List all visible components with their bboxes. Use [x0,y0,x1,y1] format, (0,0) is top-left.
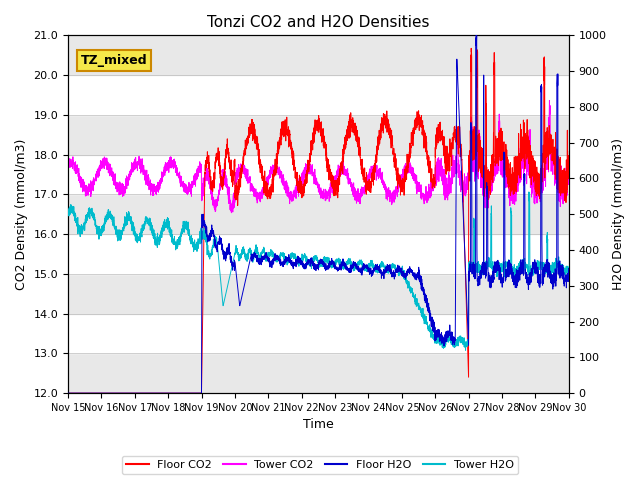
Y-axis label: CO2 Density (mmol/m3): CO2 Density (mmol/m3) [15,139,28,290]
Bar [68,155,569,194]
Bar [68,75,569,115]
Y-axis label: H2O Density (mmol/m3): H2O Density (mmol/m3) [612,138,625,290]
Legend: Floor CO2, Tower CO2, Floor H2O, Tower H2O: Floor CO2, Tower CO2, Floor H2O, Tower H… [122,456,518,474]
Bar [68,353,569,393]
Bar [68,194,569,234]
Title: Tonzi CO2 and H2O Densities: Tonzi CO2 and H2O Densities [207,15,429,30]
Text: TZ_mixed: TZ_mixed [81,54,147,67]
X-axis label: Time: Time [303,419,333,432]
Bar [68,234,569,274]
Bar [68,36,569,75]
Bar [68,274,569,313]
Bar [68,313,569,353]
Bar [68,115,569,155]
